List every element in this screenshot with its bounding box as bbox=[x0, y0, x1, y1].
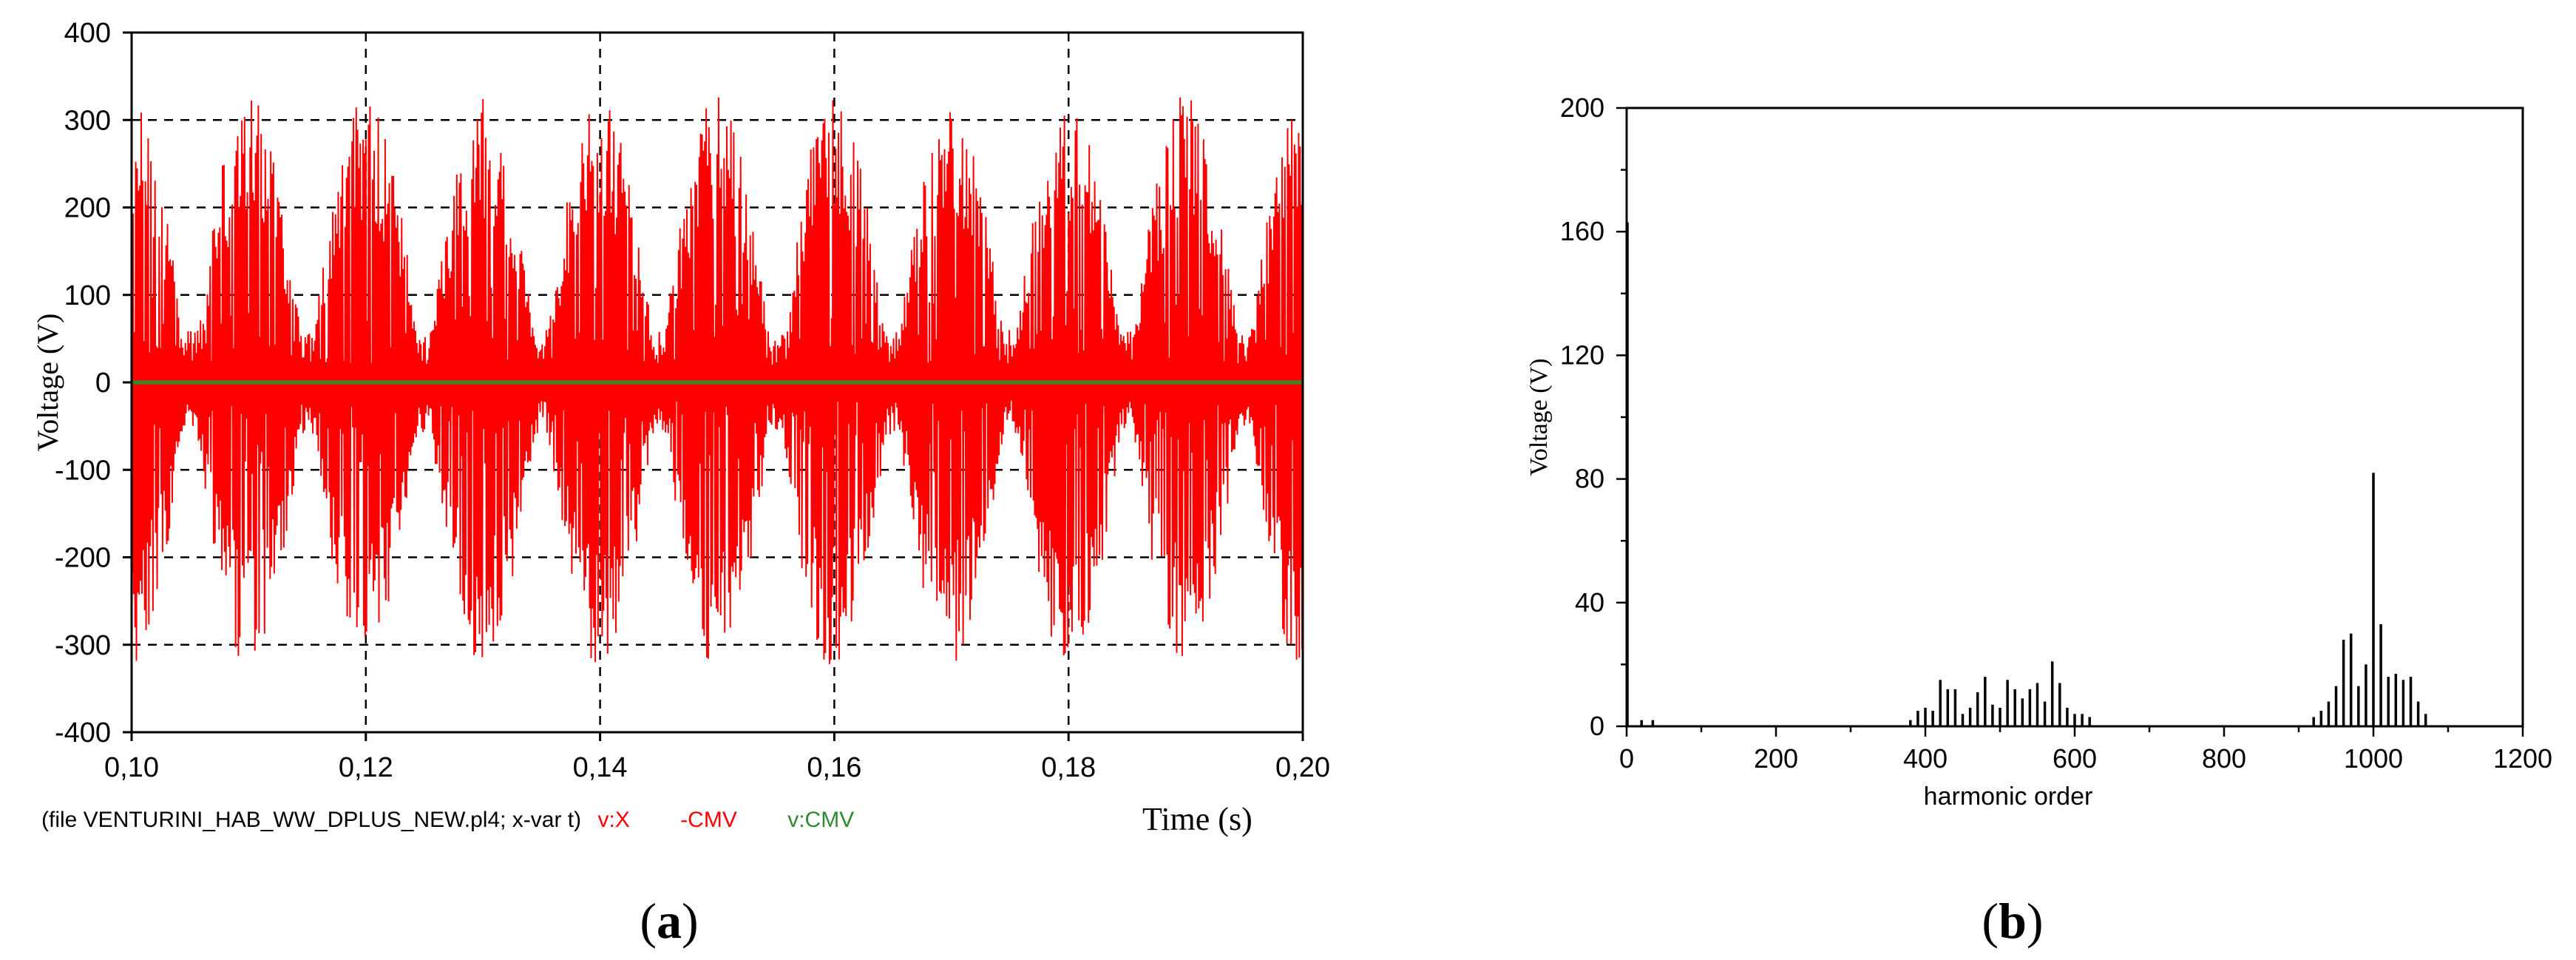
panel-label-a: (a) bbox=[640, 893, 698, 949]
chart-b-y-tick-label: 80 bbox=[1575, 464, 1604, 494]
chart-a-legend-entry-cmv: -CMV bbox=[680, 808, 737, 832]
chart-b-x-tick-label: 800 bbox=[2202, 743, 2246, 774]
chart-b-x-tick-label: 400 bbox=[1903, 743, 1948, 774]
chart-a-x-tick-label: 0,20 bbox=[1275, 752, 1330, 783]
chart-b-y-tick-label: 160 bbox=[1560, 216, 1604, 246]
chart-a-x-tick-label: 0,14 bbox=[573, 752, 628, 783]
chart-b-y-tick-label: 120 bbox=[1560, 339, 1604, 370]
chart-a-y-tick-label: 200 bbox=[64, 193, 111, 224]
chart-b-y-tick-label: 0 bbox=[1590, 711, 1604, 741]
chart-a-x-tick-label: 0,12 bbox=[339, 752, 393, 783]
chart-a-x-tick-label: 0,10 bbox=[104, 752, 159, 783]
chart-a-y-tick-label: -300 bbox=[55, 630, 111, 661]
chart-a-x-axis-label: Time (s) bbox=[1142, 801, 1253, 837]
chart-a-x-tick-label: 0,18 bbox=[1041, 752, 1096, 783]
panel-label-b: (b) bbox=[1982, 893, 2043, 949]
chart-b-x-tick-label: 0 bbox=[1619, 743, 1634, 774]
chart-b-bars bbox=[1626, 222, 2427, 726]
chart-a-voltage-time: 400 300 200 100 0 -100 -200 -300 -400 0,10 0,12 0,1… bbox=[31, 18, 1330, 837]
chart-b-plot-frame bbox=[1625, 107, 2524, 728]
chart-b-x-tick-label: 1200 bbox=[2493, 743, 2552, 774]
chart-a-series bbox=[131, 97, 1304, 664]
chart-a-y-tick-label: -200 bbox=[55, 543, 111, 574]
chart-a-y-tick-label: -100 bbox=[55, 455, 111, 486]
chart-b-y-tick-label: 40 bbox=[1575, 587, 1604, 618]
chart-a-y-tick-label: -400 bbox=[55, 717, 111, 748]
chart-b-x-axis-label: harmonic order bbox=[1924, 782, 2093, 811]
chart-a-x-tick-label: 0,16 bbox=[807, 752, 861, 783]
chart-a-legend-prefix: (file VENTURINI_HAB_WW_DPLUS_NEW.pl4; x-… bbox=[41, 808, 581, 832]
chart-b-x-tick-label: 1000 bbox=[2344, 743, 2403, 774]
chart-a-y-tick-label: 400 bbox=[64, 18, 111, 49]
chart-b-x-tick-label: 600 bbox=[2053, 743, 2097, 774]
chart-b-x-tick-label: 200 bbox=[1754, 743, 1798, 774]
chart-a-y-tick-label: 0 bbox=[95, 368, 111, 399]
chart-a-plot-frame bbox=[130, 31, 1304, 734]
chart-b-y-tick-label: 200 bbox=[1560, 92, 1604, 123]
chart-a-legend: (file VENTURINI_HAB_WW_DPLUS_NEW.pl4; x-… bbox=[41, 808, 854, 832]
chart-a-legend-entry-vcmv: v:CMV bbox=[787, 808, 854, 832]
chart-a-y-axis-label: Voltage (V) bbox=[31, 314, 64, 452]
chart-a-ticks: 400 300 200 100 0 -100 -200 -300 -400 0,10 0,12 0,1… bbox=[55, 18, 1330, 783]
chart-a-legend-entry-vx: v:X bbox=[597, 808, 629, 832]
chart-a-y-tick-label: 300 bbox=[64, 105, 111, 136]
chart-b-y-axis-label: Voltage (V) bbox=[1525, 359, 1553, 476]
chart-a-y-tick-label: 100 bbox=[64, 280, 111, 311]
